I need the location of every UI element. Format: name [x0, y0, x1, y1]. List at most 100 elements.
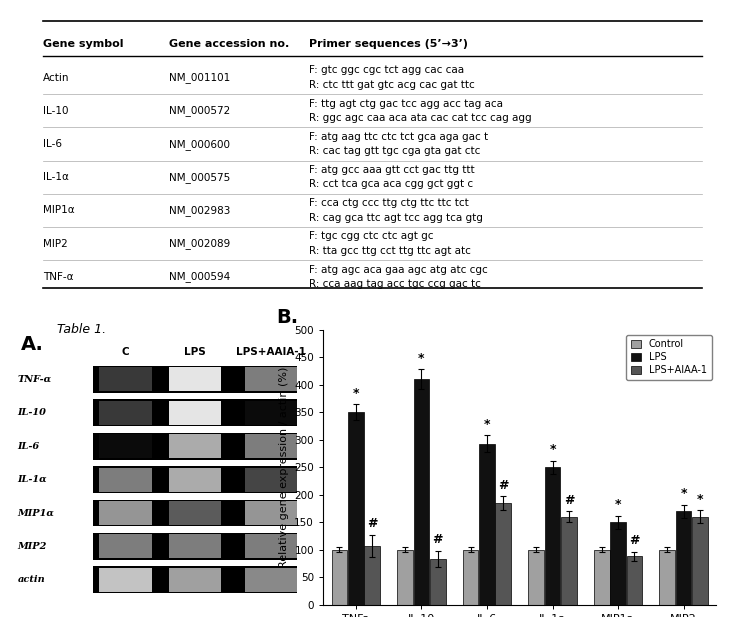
FancyBboxPatch shape: [99, 434, 151, 458]
Text: IL-10: IL-10: [18, 408, 46, 417]
FancyBboxPatch shape: [169, 367, 221, 391]
Text: TNF-α: TNF-α: [42, 272, 73, 282]
Text: IL-1α: IL-1α: [42, 172, 69, 182]
Text: B.: B.: [276, 308, 298, 327]
FancyBboxPatch shape: [169, 501, 221, 525]
FancyBboxPatch shape: [245, 367, 298, 391]
Bar: [610, 522, 626, 605]
Text: TNF-α: TNF-α: [18, 375, 52, 384]
FancyBboxPatch shape: [99, 401, 151, 425]
Text: IL-10: IL-10: [42, 106, 68, 116]
Bar: [414, 379, 429, 605]
Text: *: *: [615, 498, 621, 511]
Text: LPS: LPS: [184, 347, 206, 357]
Text: NM_001101: NM_001101: [169, 72, 230, 83]
FancyBboxPatch shape: [94, 566, 298, 593]
FancyBboxPatch shape: [94, 466, 298, 493]
Y-axis label: Relative gene expression / actin (%): Relative gene expression / actin (%): [279, 366, 289, 568]
Text: R: cca aag tag acc tgc ccg gac tc: R: cca aag tag acc tgc ccg gac tc: [309, 279, 481, 289]
Text: IL-1α: IL-1α: [18, 475, 48, 484]
Text: #: #: [498, 479, 509, 492]
Bar: [332, 550, 347, 605]
Text: LPS+AAIA-1: LPS+AAIA-1: [236, 347, 306, 357]
FancyBboxPatch shape: [99, 568, 151, 592]
Bar: [659, 550, 675, 605]
Bar: [529, 550, 544, 605]
Text: NM_002983: NM_002983: [169, 205, 230, 216]
Text: Primer sequences (5’→3’): Primer sequences (5’→3’): [309, 39, 469, 49]
Bar: [626, 557, 643, 605]
Text: *: *: [681, 487, 687, 500]
Text: MIP1α: MIP1α: [42, 205, 75, 215]
Bar: [496, 503, 511, 605]
Bar: [561, 516, 577, 605]
FancyBboxPatch shape: [99, 367, 151, 391]
Text: IL-6: IL-6: [42, 139, 61, 149]
FancyBboxPatch shape: [245, 501, 298, 525]
Bar: [430, 559, 446, 605]
Text: F: gtc ggc cgc tct agg cac caa: F: gtc ggc cgc tct agg cac caa: [309, 65, 464, 75]
Text: MIP1α: MIP1α: [18, 508, 54, 518]
Text: C: C: [121, 347, 129, 357]
Text: R: tta gcc ttg cct ttg ttc agt atc: R: tta gcc ttg cct ttg ttc agt atc: [309, 246, 471, 256]
FancyBboxPatch shape: [99, 468, 151, 492]
FancyBboxPatch shape: [94, 399, 298, 426]
Text: R: ctc ttt gat gtc acg cac gat ttc: R: ctc ttt gat gtc acg cac gat ttc: [309, 80, 475, 90]
Text: *: *: [484, 418, 491, 431]
Text: #: #: [564, 494, 574, 507]
Bar: [479, 444, 495, 605]
Text: A.: A.: [20, 335, 43, 354]
Text: NM_000594: NM_000594: [169, 271, 230, 283]
Text: Gene symbol: Gene symbol: [42, 39, 124, 49]
Text: *: *: [418, 352, 425, 365]
FancyBboxPatch shape: [94, 433, 298, 460]
Text: NM_000575: NM_000575: [169, 172, 230, 183]
FancyBboxPatch shape: [99, 534, 151, 558]
FancyBboxPatch shape: [245, 468, 298, 492]
Text: NM_002089: NM_002089: [169, 238, 230, 249]
Text: F: atg aag ttc ctc tct gca aga gac t: F: atg aag ttc ctc tct gca aga gac t: [309, 132, 488, 142]
Bar: [348, 412, 364, 605]
Text: R: cac tag gtt tgc cga gta gat ctc: R: cac tag gtt tgc cga gta gat ctc: [309, 146, 481, 156]
FancyBboxPatch shape: [94, 533, 298, 560]
FancyBboxPatch shape: [245, 534, 298, 558]
Text: #: #: [433, 533, 443, 547]
FancyBboxPatch shape: [94, 366, 298, 393]
Bar: [692, 516, 708, 605]
Text: actin: actin: [18, 575, 45, 584]
Text: IL-6: IL-6: [18, 442, 39, 450]
Text: F: cca ctg ccc ttg ctg ttc ttc tct: F: cca ctg ccc ttg ctg ttc ttc tct: [309, 198, 469, 209]
Text: #: #: [629, 534, 640, 547]
Bar: [463, 550, 478, 605]
Text: Table 1.: Table 1.: [57, 323, 106, 336]
Text: Actin: Actin: [42, 73, 69, 83]
Text: R: ggc agc caa aca ata cac cat tcc cag agg: R: ggc agc caa aca ata cac cat tcc cag a…: [309, 113, 532, 123]
Text: R: cag gca ttc agt tcc agg tca gtg: R: cag gca ttc agt tcc agg tca gtg: [309, 213, 483, 223]
Text: NM_000572: NM_000572: [169, 106, 230, 117]
Text: NM_000600: NM_000600: [169, 139, 230, 149]
Text: *: *: [352, 387, 359, 400]
Legend: Control, LPS, LPS+AIAA-1: Control, LPS, LPS+AIAA-1: [626, 334, 711, 380]
FancyBboxPatch shape: [169, 434, 221, 458]
FancyBboxPatch shape: [169, 534, 221, 558]
Text: F: atg agc aca gaa agc atg atc cgc: F: atg agc aca gaa agc atg atc cgc: [309, 265, 488, 275]
Text: *: *: [697, 493, 703, 506]
Text: F: atg gcc aaa gtt cct gac ttg ttt: F: atg gcc aaa gtt cct gac ttg ttt: [309, 165, 475, 175]
FancyBboxPatch shape: [245, 434, 298, 458]
Bar: [594, 550, 610, 605]
Bar: [397, 550, 413, 605]
Text: #: #: [367, 518, 377, 531]
Text: R: cct tca gca aca cgg gct ggt c: R: cct tca gca aca cgg gct ggt c: [309, 180, 474, 189]
Text: MIP2: MIP2: [42, 239, 67, 249]
Text: MIP2: MIP2: [18, 542, 47, 551]
FancyBboxPatch shape: [94, 500, 298, 526]
Text: F: tgc cgg ctc ctc agt gc: F: tgc cgg ctc ctc agt gc: [309, 231, 434, 241]
Text: Gene accession no.: Gene accession no.: [169, 39, 289, 49]
FancyBboxPatch shape: [169, 568, 221, 592]
Bar: [364, 546, 380, 605]
Bar: [545, 467, 561, 605]
Bar: [675, 511, 692, 605]
FancyBboxPatch shape: [99, 501, 151, 525]
FancyBboxPatch shape: [245, 401, 298, 425]
FancyBboxPatch shape: [169, 468, 221, 492]
